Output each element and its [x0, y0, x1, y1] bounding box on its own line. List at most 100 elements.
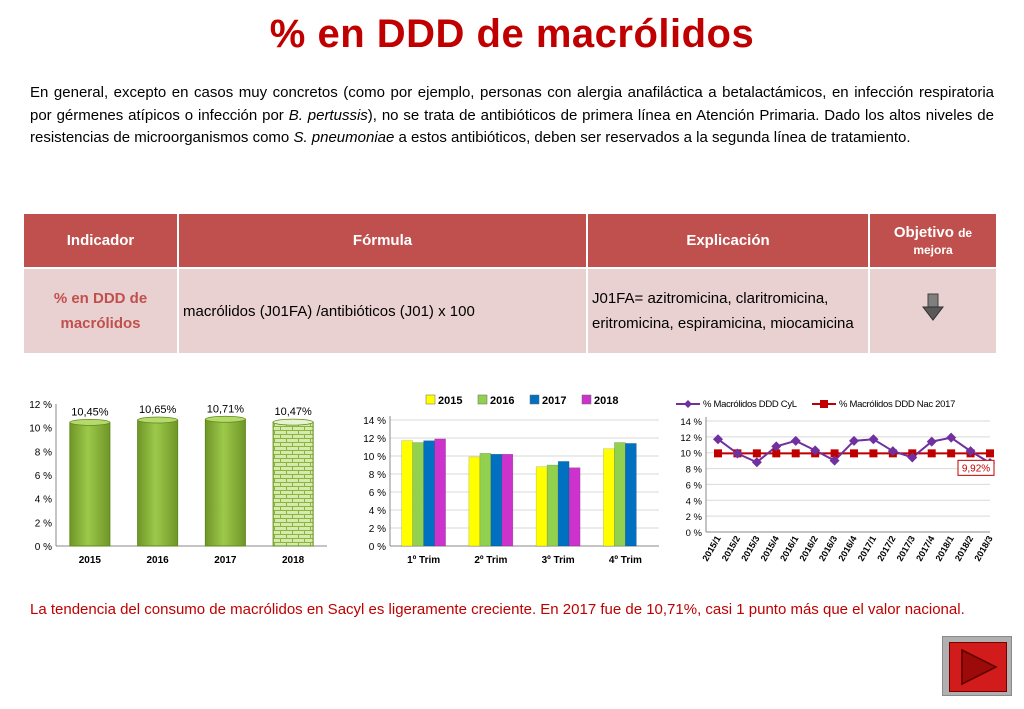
- table-row: % en DDD de macrólidos macrólidos (J01FA…: [22, 267, 998, 355]
- data-point-nac: [927, 449, 936, 458]
- y-tick-label: 2 %: [369, 524, 386, 535]
- bar: [614, 442, 626, 547]
- cell-indicador: % en DDD de macrólidos: [22, 267, 179, 355]
- annotation-box: [957, 459, 995, 476]
- quarterly-line-chart-svg: 0 %2 %4 %6 %8 %10 %12 %14 %% Macrólidos …: [676, 399, 995, 563]
- y-tick-label: 14 %: [363, 416, 386, 427]
- y-tick-label: 12 %: [29, 400, 52, 411]
- next-slide-button[interactable]: [942, 636, 1012, 696]
- play-right-icon: [961, 648, 998, 686]
- bar: [603, 448, 615, 547]
- y-tick-label: 2 %: [686, 512, 703, 523]
- x-tick-label: 2º Trim: [474, 555, 507, 566]
- data-point-cyl: [965, 446, 976, 457]
- bar: [468, 456, 481, 547]
- bar: [625, 443, 637, 547]
- bar: [69, 421, 111, 547]
- legend-swatch: [425, 394, 436, 405]
- bar: [479, 453, 492, 547]
- bar: [412, 442, 424, 547]
- header-indicador: Indicador: [22, 212, 179, 269]
- legend-marker: [820, 400, 828, 408]
- x-tick-label: 2017: [214, 555, 237, 566]
- indicator-table: Indicador Fórmula Explicación Objetivo d…: [22, 212, 998, 355]
- x-tick-label: 2018/3: [972, 534, 994, 563]
- legend-label: 2016: [490, 395, 514, 407]
- bar: [535, 466, 548, 547]
- y-tick-label: 12 %: [363, 434, 386, 445]
- y-tick-label: 6 %: [686, 480, 703, 491]
- bar: [137, 419, 179, 547]
- bar: [490, 453, 503, 547]
- table-header-row: Indicador Fórmula Explicación Objetivo d…: [22, 212, 998, 269]
- y-tick-label: 14 %: [680, 417, 702, 428]
- data-label: 10,47%: [274, 406, 312, 418]
- legend-label: % Macrólidos DDD Nac 2017: [839, 399, 955, 410]
- y-tick-label: 4 %: [35, 495, 52, 506]
- y-tick-label: 0 %: [369, 542, 386, 553]
- data-point-cyl: [907, 452, 918, 463]
- legend-label: 2018: [594, 395, 618, 407]
- data-point-cyl: [849, 435, 859, 446]
- data-point-nac: [947, 449, 956, 458]
- data-point-cyl: [771, 441, 782, 452]
- x-tick-label: 2018: [282, 555, 305, 566]
- page-title: % en DDD de macrólidos: [269, 12, 755, 56]
- annual-bar-chart-svg: 0 % 2 % 4 % 6 % 8 % 10 % 12 % 10,45% 2015 10,65% 2…: [29, 400, 327, 566]
- legend-marker: [684, 400, 692, 408]
- y-tick-label: 8 %: [369, 470, 386, 481]
- header-objetivo: Objetivo de mejora: [868, 212, 998, 269]
- data-point-nac: [791, 449, 800, 458]
- data-point-cyl: [829, 455, 840, 466]
- data-point-nac: [869, 449, 878, 458]
- cell-formula: macrólidos (J01FA) /antibióticos (J01) x…: [177, 267, 588, 355]
- bar-top: [137, 416, 179, 424]
- y-tick-label: 8 %: [686, 465, 703, 476]
- legend-swatch: [477, 394, 488, 405]
- bar: [434, 438, 446, 547]
- data-point-cyl: [713, 434, 723, 445]
- bar: [568, 467, 581, 547]
- legend-label: 2015: [438, 395, 462, 407]
- data-point-nac: [714, 449, 722, 458]
- annotation-label: 9,92%: [962, 463, 990, 474]
- down-arrow-icon: [921, 293, 945, 321]
- bar: [272, 421, 314, 547]
- bar: [501, 453, 514, 547]
- bar-top: [69, 418, 111, 426]
- annual-bar-chart: 0 % 2 % 4 % 6 % 8 % 10 % 12 % 10,45% 2015 10,65% 2…: [22, 390, 332, 575]
- data-point-cyl: [887, 446, 898, 457]
- quarterly-bar-chart-svg: 0 % 2 % 4 % 6 % 8 % 10 % 12 % 14 % 2015 2016 2017 2…: [363, 394, 659, 566]
- y-tick-label: 6 %: [35, 471, 52, 482]
- data-point-cyl: [926, 436, 937, 447]
- data-point-cyl: [868, 434, 879, 445]
- bar: [401, 440, 413, 547]
- quarterly-line-chart: 0 % 2 % 4 % 6 % 8 % 10 % 12 % 14 %% Macrólidos …: [672, 390, 997, 575]
- data-point-cyl: [751, 457, 762, 468]
- bar-top: [272, 418, 314, 426]
- bar: [546, 464, 559, 547]
- bar-top: [204, 415, 246, 423]
- legend-label: % Macrólidos DDD CyL: [703, 399, 797, 410]
- data-point-cyl: [732, 448, 743, 459]
- data-label: 10,71%: [207, 403, 245, 415]
- y-tick-label: 10 %: [29, 424, 52, 435]
- x-tick-label: 1º Trim: [407, 555, 440, 566]
- data-point-nac: [850, 449, 858, 458]
- header-explicacion: Explicación: [586, 212, 870, 269]
- data-point-nac: [772, 449, 781, 458]
- x-tick-label: 3º Trim: [542, 555, 575, 566]
- x-tick-label: 2016: [147, 555, 170, 566]
- y-tick-label: 6 %: [369, 488, 386, 499]
- bar: [204, 418, 246, 547]
- legend-label: 2017: [542, 395, 566, 407]
- y-tick-label: 12 %: [680, 433, 702, 444]
- bar: [557, 461, 570, 547]
- cell-explicacion: J01FA= azitromicina, claritromicina, eri…: [586, 267, 870, 355]
- data-point-nac: [830, 449, 839, 458]
- cell-objetivo: [868, 267, 998, 355]
- legend-swatch: [529, 394, 540, 405]
- header-formula: Fórmula: [177, 212, 588, 269]
- y-tick-label: 2 %: [35, 518, 52, 529]
- y-tick-label: 10 %: [680, 449, 702, 460]
